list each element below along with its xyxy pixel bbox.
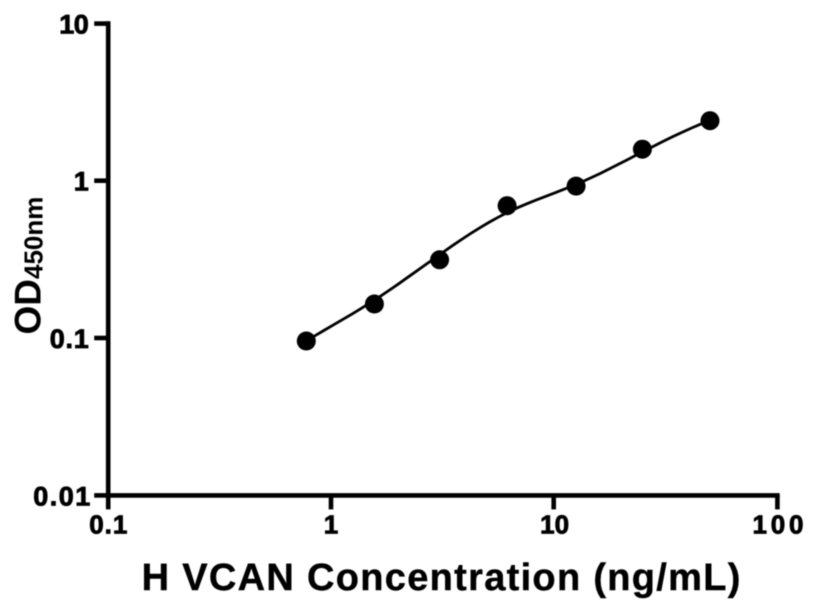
svg-text:10: 10: [540, 509, 569, 539]
svg-text:100: 100: [753, 509, 804, 539]
svg-text:0.1: 0.1: [50, 324, 89, 354]
svg-text:10: 10: [59, 10, 89, 40]
svg-text:1: 1: [74, 167, 89, 197]
svg-text:H VCAN Concentration (ng/mL): H VCAN Concentration (ng/mL): [142, 557, 742, 599]
svg-text:0.01: 0.01: [33, 481, 90, 511]
svg-text:1: 1: [324, 509, 338, 539]
svg-text:0.1: 0.1: [89, 509, 127, 539]
